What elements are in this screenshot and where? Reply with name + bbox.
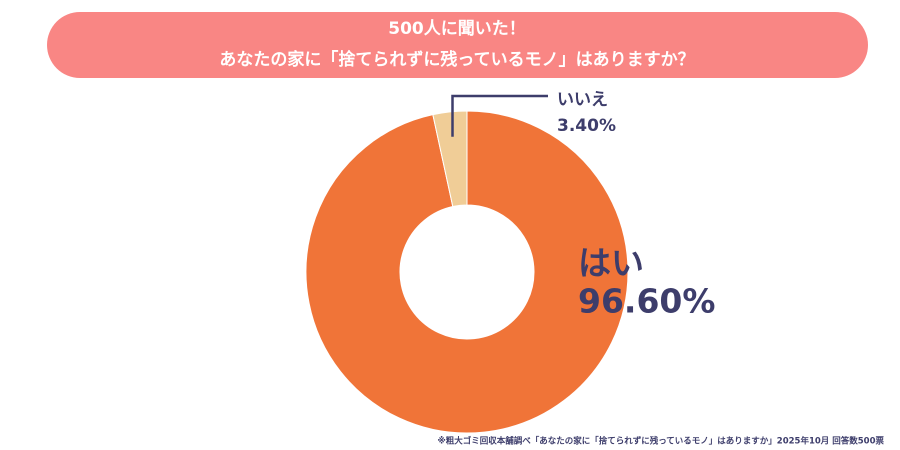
slice-value-label: 3.40% xyxy=(557,116,616,136)
slice-value-label: 96.60% xyxy=(578,282,715,321)
source-note: ※粗大ゴミ回収本舗調べ「あなたの家に「捨てられずに残っているモノ」はありますか」… xyxy=(437,436,884,447)
slice-label: はい xyxy=(578,244,644,283)
chart-title: 500人に聞いた！ xyxy=(388,19,526,39)
chart-subtitle: あなたの家に「捨てられずに残っているモノ」はありますか？ xyxy=(219,49,694,70)
title-banner xyxy=(47,12,868,78)
pie-slice xyxy=(432,110,468,208)
pie-slice xyxy=(305,110,629,434)
leader-line xyxy=(451,94,548,137)
slice-label: いいえ xyxy=(557,90,608,110)
